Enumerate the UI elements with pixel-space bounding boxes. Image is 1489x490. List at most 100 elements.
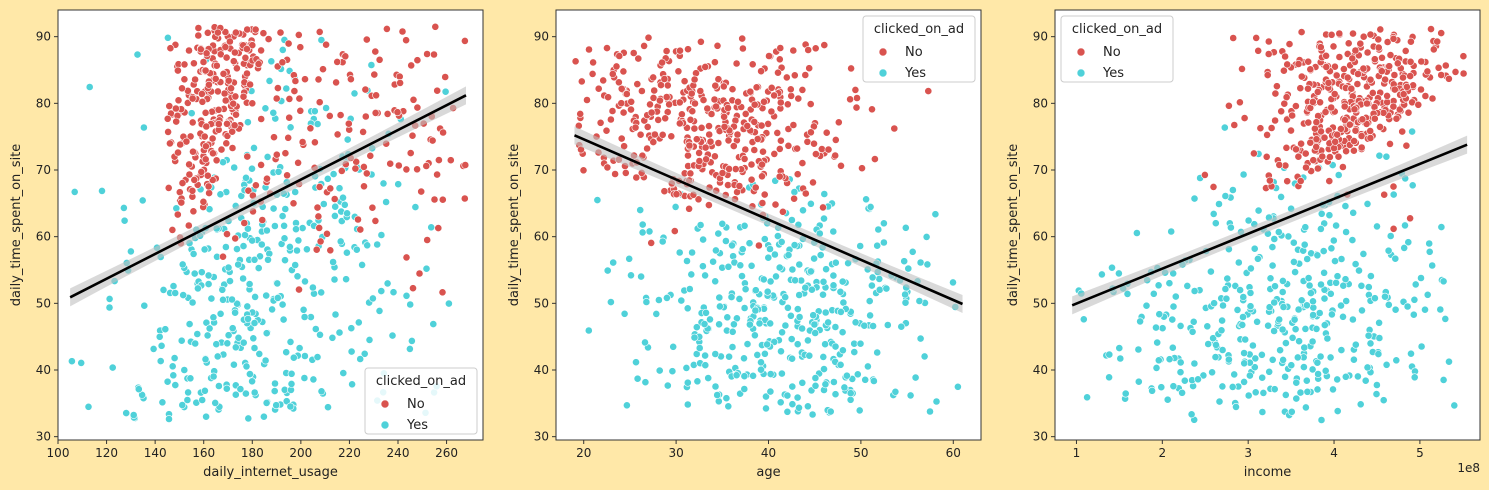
point-yes xyxy=(716,302,724,311)
point-no xyxy=(672,190,681,199)
point-yes xyxy=(819,277,828,286)
point-no xyxy=(1321,108,1330,116)
point-no xyxy=(767,83,776,92)
point-yes xyxy=(363,241,372,250)
point-yes xyxy=(1218,346,1227,354)
point-no xyxy=(1414,100,1423,109)
point-yes xyxy=(1445,357,1453,366)
point-yes xyxy=(191,339,200,348)
point-no xyxy=(202,49,211,58)
point-yes xyxy=(1148,386,1156,395)
point-no xyxy=(805,64,814,73)
point-no xyxy=(588,70,597,78)
point-no xyxy=(777,136,785,145)
point-yes xyxy=(1222,294,1231,303)
point-yes xyxy=(1384,300,1393,309)
point-no xyxy=(710,95,719,104)
point-no xyxy=(438,195,447,204)
point-no xyxy=(738,34,747,43)
point-yes xyxy=(826,407,835,416)
point-yes xyxy=(711,382,720,391)
point-yes xyxy=(1450,401,1459,410)
point-yes xyxy=(1108,263,1116,272)
point-yes xyxy=(1241,335,1250,344)
point-no xyxy=(1327,103,1336,112)
point-no xyxy=(612,62,621,71)
point-no xyxy=(1342,147,1350,156)
point-no xyxy=(188,94,197,103)
point-yes xyxy=(1436,305,1445,314)
point-yes xyxy=(1401,221,1409,230)
point-no xyxy=(604,93,612,102)
point-yes xyxy=(836,287,845,296)
point-no xyxy=(1311,124,1319,133)
point-yes xyxy=(811,329,820,337)
point-yes xyxy=(273,293,282,302)
point-yes xyxy=(1337,346,1346,354)
point-no xyxy=(1301,149,1310,158)
legend-marker-no xyxy=(1076,47,1086,57)
point-yes xyxy=(883,321,892,329)
legend-label-yes: Yes xyxy=(406,418,428,433)
point-yes xyxy=(1134,377,1143,386)
point-no xyxy=(205,189,213,197)
point-no xyxy=(306,124,315,133)
point-no xyxy=(1370,114,1379,123)
point-yes xyxy=(347,324,356,333)
point-no xyxy=(858,164,866,173)
point-yes xyxy=(1227,223,1235,232)
point-yes xyxy=(1282,339,1290,347)
point-no xyxy=(336,111,345,119)
point-yes xyxy=(236,385,245,393)
point-no xyxy=(1273,82,1281,91)
point-no xyxy=(732,59,741,68)
point-no xyxy=(638,87,646,95)
point-yes xyxy=(178,401,187,409)
point-yes xyxy=(1400,243,1409,252)
point-no xyxy=(694,195,703,204)
point-yes xyxy=(900,257,909,266)
point-yes xyxy=(1315,309,1324,317)
point-no xyxy=(705,122,713,130)
point-no xyxy=(439,128,447,137)
point-yes xyxy=(715,320,723,329)
point-no xyxy=(603,163,612,172)
point-no xyxy=(1403,83,1411,91)
point-yes xyxy=(1098,270,1106,279)
point-yes xyxy=(1391,254,1400,263)
point-no xyxy=(1309,98,1317,106)
point-no xyxy=(1339,163,1347,171)
point-yes xyxy=(1342,228,1350,236)
point-no xyxy=(1292,102,1300,110)
point-no xyxy=(1406,72,1415,80)
point-yes xyxy=(1270,327,1278,335)
point-yes xyxy=(1303,387,1312,396)
point-yes xyxy=(1247,264,1255,273)
point-yes xyxy=(249,334,258,343)
point-no xyxy=(232,110,240,119)
point-no xyxy=(1368,89,1377,97)
point-no xyxy=(1343,73,1352,82)
point-no xyxy=(1209,182,1218,191)
point-yes xyxy=(358,260,366,269)
point-yes xyxy=(1363,363,1372,372)
point-no xyxy=(208,107,216,116)
point-no xyxy=(705,201,713,209)
point-yes xyxy=(1209,334,1217,343)
point-no xyxy=(396,79,404,87)
point-yes xyxy=(904,264,913,273)
point-yes xyxy=(693,377,702,386)
point-no xyxy=(295,94,304,103)
point-yes xyxy=(700,320,709,328)
point-no xyxy=(758,172,766,181)
point-yes xyxy=(1375,151,1384,160)
point-yes xyxy=(855,406,864,415)
point-yes xyxy=(764,253,773,262)
point-yes xyxy=(1218,382,1227,391)
point-no xyxy=(751,183,760,192)
point-no xyxy=(217,145,226,154)
legend-title: clicked_on_ad xyxy=(376,374,466,389)
x-tick-label: 100 xyxy=(47,446,70,460)
point-no xyxy=(185,170,194,179)
point-yes xyxy=(209,372,218,381)
